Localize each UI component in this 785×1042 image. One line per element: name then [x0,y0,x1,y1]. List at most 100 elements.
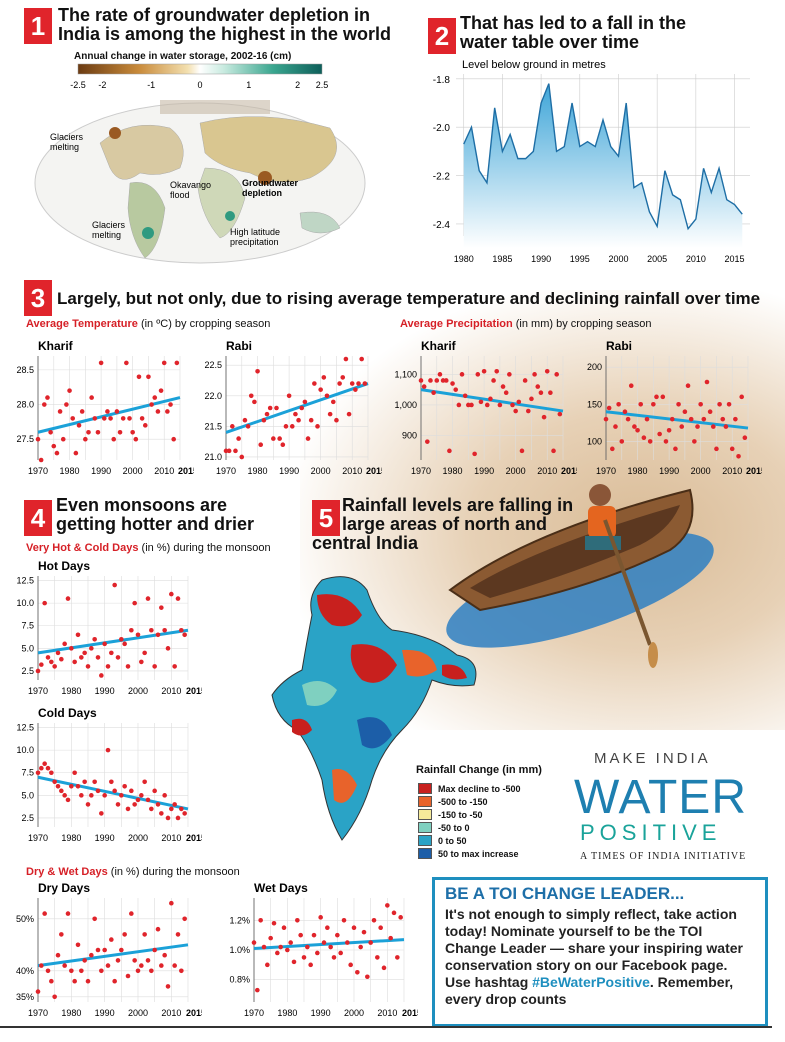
section3-title: Largely, but not only, due to rising ave… [57,289,761,308]
data-point [155,409,161,414]
xtick-label: 1990 [95,686,115,696]
rainfall-legend-item: Max decline to -500 [418,782,521,795]
data-point [95,947,101,953]
data-point [301,955,307,960]
xtick-label: 1980 [61,686,81,696]
trend-line [37,396,181,434]
data-point [431,390,436,396]
data-point [95,429,101,435]
data-point [385,903,390,908]
data-point [551,448,556,454]
data-point [255,368,260,374]
data-point [57,409,63,414]
data-point [267,405,273,411]
data-point [494,368,500,374]
data-point [179,806,184,812]
xtick-label: 1990 [474,466,494,476]
data-point [340,375,346,380]
data-point [168,402,173,407]
data-point [59,656,64,662]
data-point [679,424,685,429]
xtick-label: 2000 [691,466,711,476]
section5-number: 5 [312,500,340,536]
xtick-label: 2000 [128,1008,148,1018]
data-point [135,968,141,974]
data-point [139,963,144,968]
xtick-label: 2000 [123,466,143,476]
annot-okavango: Okavango flood [170,180,211,200]
data-point [475,372,481,377]
xtick-label: 1980 [61,833,81,843]
data-point [233,448,238,454]
data-point [362,381,368,386]
data-point [554,372,559,377]
data-point [619,439,625,444]
data-point [119,793,124,798]
data-point [361,929,367,935]
data-point [117,429,123,435]
map-legend-tick: -2 [98,80,106,90]
ytick-label: 1.2% [229,915,250,925]
data-point [660,394,666,400]
data-point [428,378,433,383]
chart-title: Wet Days [254,881,308,895]
data-point [142,779,147,785]
water-table-ytick: -2.0 [433,123,451,134]
data-point [484,402,490,408]
data-point [99,968,104,974]
annot-glaciers-1: Glaciers melting [50,132,84,152]
xtick-label: 2010 [161,833,181,843]
data-point [349,381,355,386]
data-point [86,429,91,435]
data-point [120,416,126,421]
data-point [127,416,132,421]
data-point [72,770,77,776]
data-point [248,393,254,399]
data-point [647,439,653,444]
data-point [726,401,732,407]
data-point [258,442,264,448]
data-point [242,417,248,423]
data-point [255,987,260,993]
data-point [295,917,300,923]
data-point [418,378,424,383]
data-point [69,784,74,789]
annot-glaciers-2: Glaciers melting [92,220,126,240]
data-point [171,436,176,442]
data-point [472,451,477,457]
brand-water: WATER [574,771,747,824]
ytick-label: 12.5 [16,723,34,733]
toi-hashtag[interactable]: #BeWaterPositive [532,974,650,990]
xtick-label: 2015 [186,686,202,696]
data-point [538,390,544,396]
data-point [125,806,131,812]
data-point [321,375,327,380]
ytick-label: 35% [16,992,34,1002]
data-point [692,439,697,444]
data-point [311,932,317,938]
data-point [516,399,522,405]
xtick-label: 1970 [28,686,48,696]
data-point [268,935,273,941]
data-point [628,383,634,389]
data-point [79,655,84,660]
brand-make-india: MAKE INDIA [594,750,711,767]
hotcold-label-rest: (in %) during the monsoon [141,542,271,554]
data-point [673,446,678,452]
drywet-label-red: Dry & Wet Days [26,866,108,878]
xtick-label: 2010 [537,466,557,476]
data-point [45,655,51,660]
water-table-ylabel: Level below ground in metres [462,59,606,71]
data-point [174,360,180,366]
data-point [704,379,710,385]
data-point [710,424,716,429]
data-point [275,950,280,956]
chart-title: Rabi [606,339,632,353]
map-legend-title: Annual change in water storage, 2002-16 … [74,51,292,62]
data-point [85,802,91,807]
data-point [251,940,257,945]
chart-title: Kharif [38,339,74,353]
rainfall-legend-label: 0 to 50 [438,835,467,846]
data-point [75,632,81,638]
brand-positive: POSITIVE [580,820,722,845]
